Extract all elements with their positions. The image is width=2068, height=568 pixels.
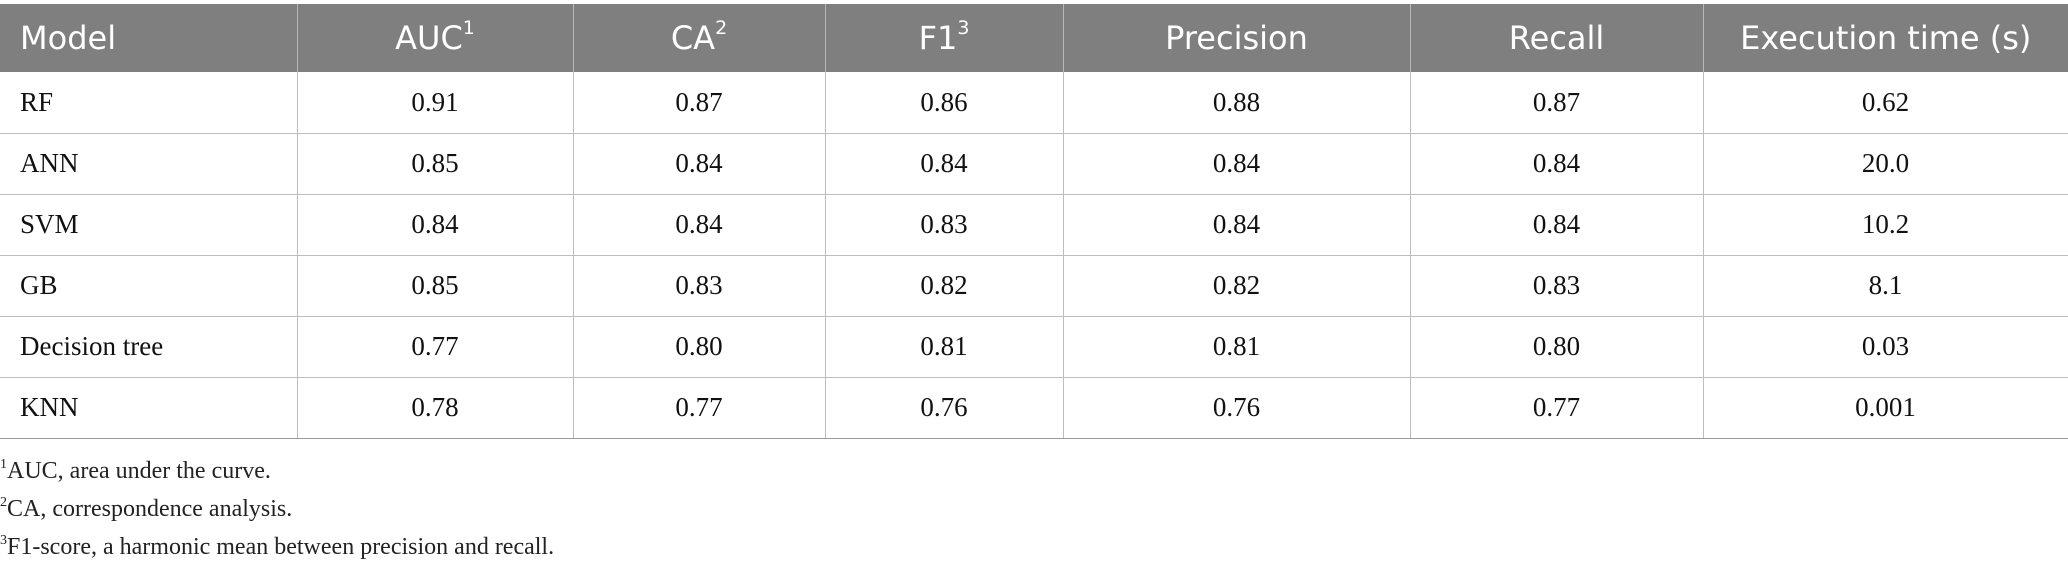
cell-ca: 0.80 <box>573 316 826 378</box>
cell-execution-time: 0.62 <box>1703 72 2068 134</box>
footnote-text: CA, correspondence analysis. <box>7 496 293 522</box>
cell-auc: 0.78 <box>297 377 574 439</box>
cell-f1: 0.81 <box>825 316 1064 378</box>
table-row: SVM 0.84 0.84 0.83 0.84 0.84 10.2 <box>0 194 2068 256</box>
cell-auc: 0.85 <box>297 133 574 195</box>
footnote-ca: 2CA, correspondence analysis. <box>0 490 2068 528</box>
footnote-auc: 1AUC, area under the curve. <box>0 452 2068 490</box>
cell-precision: 0.88 <box>1063 72 1411 134</box>
cell-precision: 0.84 <box>1063 194 1411 256</box>
cell-f1: 0.83 <box>825 194 1064 256</box>
cell-execution-time: 0.001 <box>1703 377 2068 439</box>
cell-auc: 0.85 <box>297 255 574 317</box>
cell-ca: 0.83 <box>573 255 826 317</box>
header-model: Model <box>0 4 298 72</box>
cell-recall: 0.87 <box>1410 72 1704 134</box>
cell-model: RF <box>0 72 298 134</box>
table-row: KNN 0.78 0.77 0.76 0.76 0.77 0.001 <box>0 377 2068 439</box>
cell-precision: 0.81 <box>1063 316 1411 378</box>
header-ca: CA2 <box>573 4 826 72</box>
cell-recall: 0.84 <box>1410 133 1704 195</box>
table-row: RF 0.91 0.87 0.86 0.88 0.87 0.62 <box>0 72 2068 134</box>
cell-f1: 0.84 <box>825 133 1064 195</box>
cell-recall: 0.84 <box>1410 194 1704 256</box>
cell-ca: 0.84 <box>573 133 826 195</box>
header-execution-time: Execution time (s) <box>1703 4 2068 72</box>
cell-ca: 0.84 <box>573 194 826 256</box>
cell-auc: 0.91 <box>297 72 574 134</box>
cell-f1: 0.82 <box>825 255 1064 317</box>
cell-ca: 0.77 <box>573 377 826 439</box>
cell-auc: 0.84 <box>297 194 574 256</box>
footnote-text: AUC, area under the curve. <box>7 458 271 484</box>
cell-precision: 0.84 <box>1063 133 1411 195</box>
table-row: ANN 0.85 0.84 0.84 0.84 0.84 20.0 <box>0 133 2068 195</box>
cell-execution-time: 0.03 <box>1703 316 2068 378</box>
header-precision: Precision <box>1063 4 1411 72</box>
cell-execution-time: 10.2 <box>1703 194 2068 256</box>
header-recall: Recall <box>1410 4 1704 72</box>
cell-recall: 0.83 <box>1410 255 1704 317</box>
table-row: Decision tree 0.77 0.80 0.81 0.81 0.80 0… <box>0 316 2068 378</box>
footnote-marker: 2 <box>0 495 7 511</box>
table-header: Model AUC1 CA2 F13 Precision Recall Exec… <box>0 4 2068 72</box>
cell-recall: 0.77 <box>1410 377 1704 439</box>
footnote-text: F1-score, a harmonic mean between precis… <box>7 534 555 560</box>
cell-model: KNN <box>0 377 298 439</box>
footnote-marker: 1 <box>0 457 7 473</box>
cell-recall: 0.80 <box>1410 316 1704 378</box>
table-row: GB 0.85 0.83 0.82 0.82 0.83 8.1 <box>0 255 2068 317</box>
cell-f1: 0.86 <box>825 72 1064 134</box>
cell-ca: 0.87 <box>573 72 826 134</box>
model-comparison-table-container: Model AUC1 CA2 F13 Precision Recall Exec… <box>0 4 2068 439</box>
cell-execution-time: 20.0 <box>1703 133 2068 195</box>
header-auc: AUC1 <box>297 4 574 72</box>
cell-precision: 0.76 <box>1063 377 1411 439</box>
header-row: Model AUC1 CA2 F13 Precision Recall Exec… <box>0 4 2068 72</box>
footnote-f1: 3F1-score, a harmonic mean between preci… <box>0 528 2068 566</box>
cell-f1: 0.76 <box>825 377 1064 439</box>
cell-model: ANN <box>0 133 298 195</box>
table-body: RF 0.91 0.87 0.86 0.88 0.87 0.62 ANN 0.8… <box>0 72 2068 439</box>
footnote-marker: 3 <box>0 533 7 549</box>
cell-precision: 0.82 <box>1063 255 1411 317</box>
header-f1: F13 <box>825 4 1064 72</box>
cell-auc: 0.77 <box>297 316 574 378</box>
cell-model: SVM <box>0 194 298 256</box>
cell-model: GB <box>0 255 298 317</box>
table-footnotes: 1AUC, area under the curve. 2CA, corresp… <box>0 452 2068 566</box>
model-comparison-table: Model AUC1 CA2 F13 Precision Recall Exec… <box>0 4 2068 439</box>
cell-execution-time: 8.1 <box>1703 255 2068 317</box>
cell-model: Decision tree <box>0 316 298 378</box>
